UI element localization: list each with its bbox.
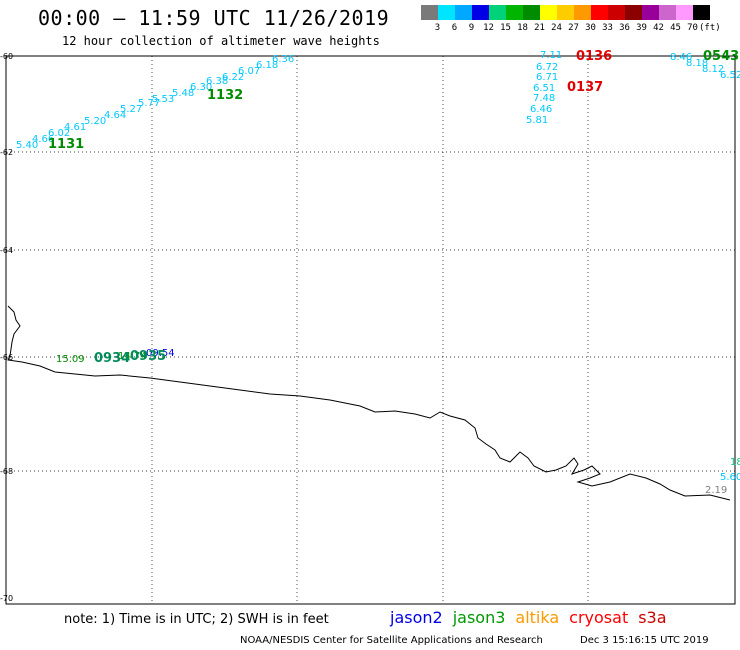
- wave-height-value: 6.22: [222, 72, 244, 83]
- graticule: 135138141144147150-60-62-64-66-68-70: [0, 52, 735, 604]
- wave-height-value: 5.60: [720, 472, 740, 483]
- wave-height-value: 2.19: [705, 485, 727, 496]
- lat-tick-label: -70: [0, 594, 13, 603]
- legend-swatch: [693, 5, 710, 20]
- wave-height-value: 4.61: [64, 122, 86, 133]
- legend-label: 27: [568, 23, 579, 33]
- legend-label: 36: [619, 23, 630, 33]
- wave-height-value: 5.48: [172, 88, 194, 99]
- wave-height-value: 8.12: [702, 64, 724, 75]
- wave-height-value: 5.53: [152, 94, 174, 105]
- legend-swatch: [489, 5, 506, 20]
- legend-swatch: [625, 5, 642, 20]
- satellite-name: altika: [515, 608, 560, 627]
- legend-swatch: [506, 5, 523, 20]
- legend-unit: (ft): [699, 23, 721, 33]
- pass-time-label: 0934: [94, 351, 130, 366]
- wave-height-value: 6.71: [536, 72, 558, 83]
- legend-label: 12: [483, 23, 494, 33]
- map-frame: [5, 55, 736, 605]
- legend-label: 9: [468, 23, 475, 33]
- wave-height-value: 6.07: [238, 66, 260, 77]
- credit-line: NOAA/NESDIS Center for Satellite Applica…: [240, 635, 543, 646]
- satellite-legend: jason2 jason3 altika cryosat s3a: [390, 608, 677, 627]
- legend-swatch: [659, 5, 676, 20]
- wave-height-value: 09.54: [146, 348, 175, 359]
- legend-label: 21: [534, 23, 545, 33]
- lat-tick-label: -68: [0, 467, 13, 476]
- antarctic-coastline: [7, 305, 731, 501]
- legend-swatch: [438, 5, 455, 20]
- legend-swatch: [557, 5, 574, 20]
- wave-height-value: 6.46: [530, 104, 552, 115]
- units-note: note: 1) Time is in UTC; 2) SWH is in fe…: [64, 612, 329, 627]
- wave-height-value: 6.51: [533, 83, 555, 94]
- wave-height-value: 15.09: [56, 354, 85, 365]
- wave-height-value: 14.74: [118, 351, 147, 362]
- map-title: 00:00 – 11:59 UTC 11/26/2019: [38, 6, 390, 30]
- pass-time-label: 1131: [48, 137, 84, 152]
- pass-time-label: 0543: [703, 49, 739, 64]
- legend-swatch: [455, 5, 472, 20]
- wave-height-value: 5.77: [138, 98, 160, 109]
- legend-label: 42: [653, 23, 664, 33]
- wave-height-value: 5.81: [526, 115, 548, 126]
- wave-height-value: 5.20: [84, 116, 106, 127]
- legend-label: 30: [585, 23, 596, 33]
- wave-height-value: 4.66: [32, 134, 54, 145]
- legend-label: 70: [687, 23, 698, 33]
- satellite-name: s3a: [638, 608, 667, 627]
- legend-swatch: [676, 5, 693, 20]
- legend-label: 15: [500, 23, 511, 33]
- wave-height-value: 6.30: [190, 82, 212, 93]
- wave-height-value: 5.40: [16, 140, 38, 151]
- legend-swatch: [540, 5, 557, 20]
- legend-label: 3: [434, 23, 441, 33]
- legend-label: 45: [670, 23, 681, 33]
- wave-height-map: 135138141144147150-60-62-64-66-68-70 5.4…: [0, 49, 740, 605]
- wave-height-value: 18: [730, 457, 740, 468]
- wave-height-value: 7.48: [533, 93, 555, 104]
- wave-height-value: 7.11: [540, 50, 562, 61]
- wave-height-value: 5.27: [120, 104, 142, 115]
- lat-tick-label: -64: [0, 246, 13, 255]
- generation-timestamp: Dec 3 15:16:15 UTC 2019: [580, 635, 709, 646]
- lat-tick-label: -60: [0, 52, 13, 61]
- wave-height-value: 6.18: [256, 60, 278, 71]
- wave-height-value: 8.18: [686, 58, 708, 69]
- legend-label: 24: [551, 23, 562, 33]
- satellite-name: jason2: [390, 608, 443, 627]
- lat-tick-label: -62: [0, 148, 13, 157]
- legend-swatch: [642, 5, 659, 20]
- pass-time-label: 0137: [567, 80, 603, 95]
- satellite-name: cryosat: [569, 608, 629, 627]
- legend-swatch: [421, 5, 438, 20]
- wave-height-value: 6.52: [720, 70, 740, 81]
- legend-label: 18: [517, 23, 528, 33]
- pass-time-label: 1132: [207, 88, 243, 103]
- legend-label: 6: [451, 23, 458, 33]
- wave-height-value: 6.36: [272, 54, 294, 65]
- legend-swatch: [523, 5, 540, 20]
- legend-label: 39: [636, 23, 647, 33]
- lat-tick-label: -66: [0, 353, 13, 362]
- pass-time-label: 0136: [576, 49, 612, 64]
- wave-height-value: 4.64: [104, 110, 126, 121]
- wave-height-value: 6.72: [536, 62, 558, 73]
- legend-swatch: [591, 5, 608, 20]
- wave-height-value: 6.38: [206, 76, 228, 87]
- satellite-name: jason3: [452, 608, 506, 627]
- map-subtitle: 12 hour collection of altimeter wave hei…: [62, 34, 380, 48]
- legend-swatch: [574, 5, 591, 20]
- wave-height-value: 6.02: [48, 128, 70, 139]
- legend-swatch: [608, 5, 625, 20]
- pass-time-label: 0935: [130, 349, 166, 364]
- legend-label: 33: [602, 23, 613, 33]
- wave-height-value: 8.46: [670, 52, 692, 63]
- legend-swatch: [472, 5, 489, 20]
